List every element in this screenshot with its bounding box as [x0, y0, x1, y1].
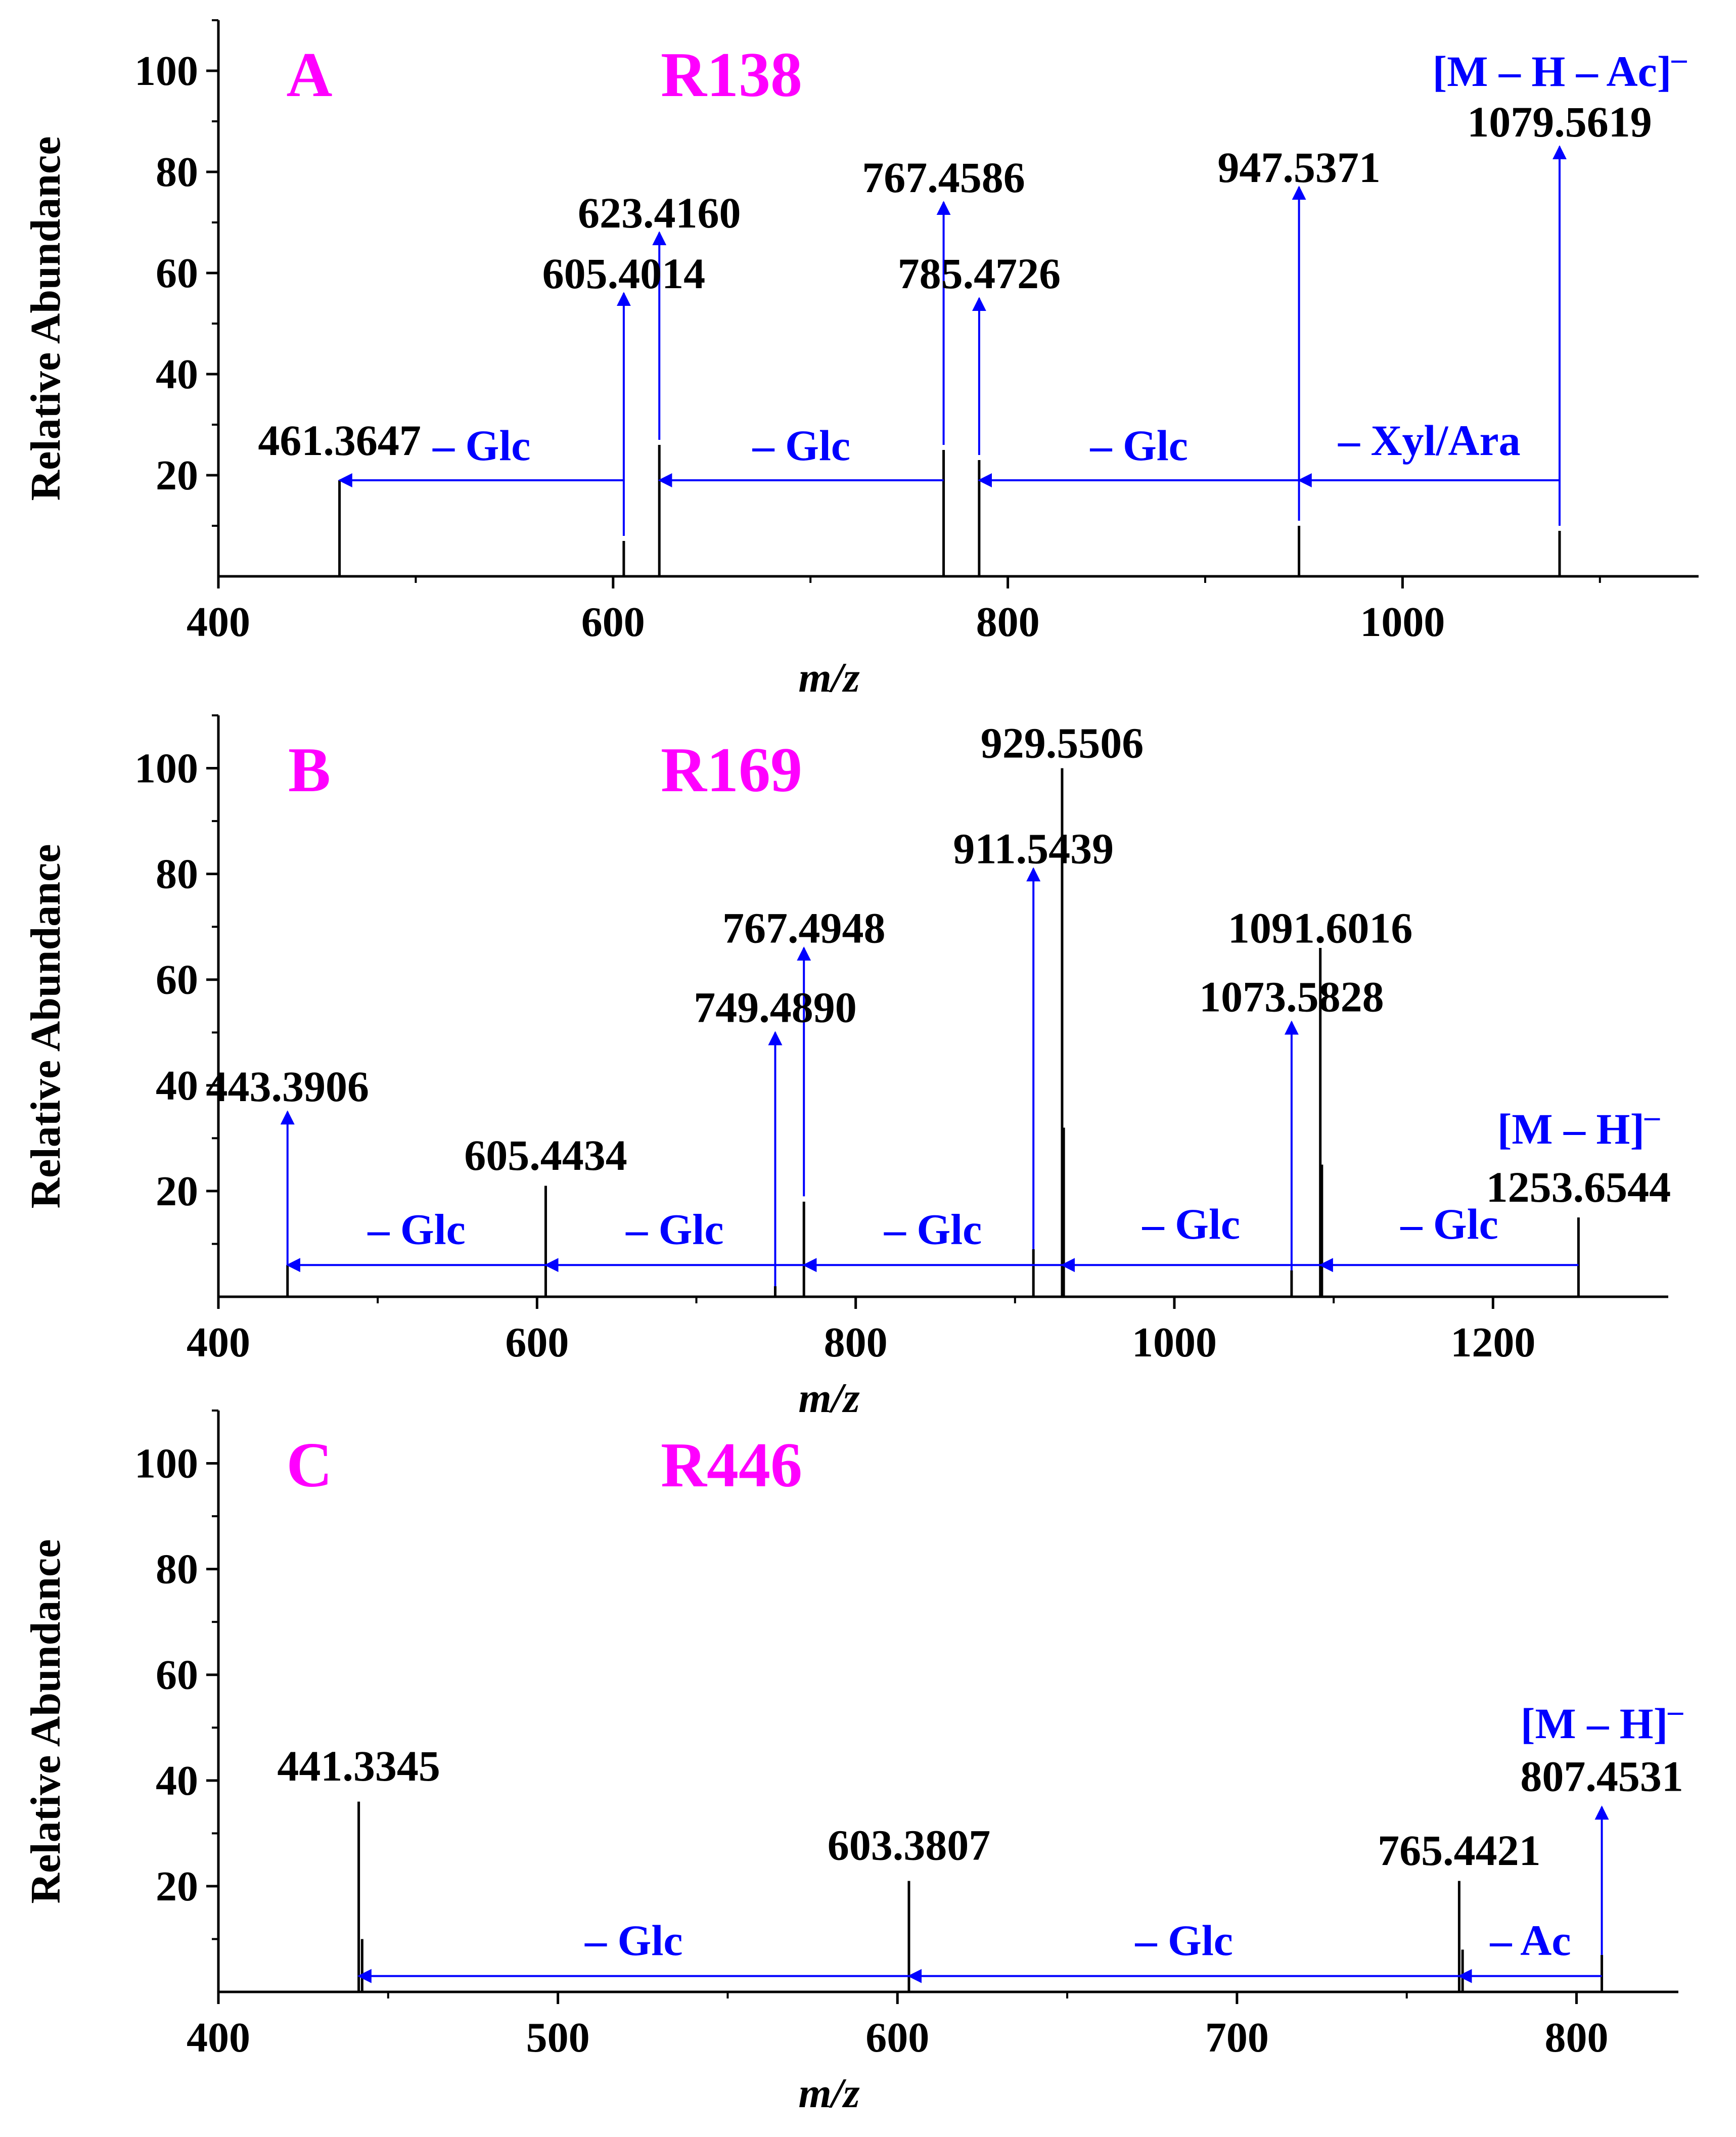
loss-label: – Glc — [625, 1205, 723, 1253]
x-tick-label: 800 — [976, 599, 1040, 646]
peak-label-749.4890: 749.4890 — [694, 983, 857, 1031]
y-tick-label: 40 — [156, 1757, 198, 1804]
peak-label-767.4586: 767.4586 — [862, 153, 1025, 202]
precursor-label: [M – H – Ac]– — [1433, 42, 1687, 96]
peak-label-603.3807: 603.3807 — [828, 1821, 991, 1870]
y-tick-label: 80 — [156, 149, 198, 196]
loss-label: – Glc — [432, 421, 530, 470]
compound-title: R169 — [661, 735, 802, 805]
panel-letter: B — [288, 735, 331, 805]
y-axis-title: Relative Abundance — [22, 136, 69, 501]
peak-label-785.4726: 785.4726 — [898, 249, 1061, 298]
loss-label: – Glc — [367, 1205, 465, 1253]
loss-label: – Ac — [1489, 1916, 1571, 1965]
x-axis-title: m/z — [798, 1375, 860, 1422]
peak-label-461.3647: 461.3647 — [258, 416, 421, 465]
x-tick-label: 1000 — [1360, 599, 1445, 646]
y-tick-label: 40 — [156, 351, 198, 398]
y-tick-label: 20 — [156, 1863, 198, 1910]
x-tick-label: 800 — [1545, 2014, 1609, 2061]
y-axis-title: Relative Abundance — [22, 1539, 69, 1903]
panel-letter: A — [287, 40, 333, 110]
y-axis-title: Relative Abundance — [22, 844, 69, 1208]
y-tick-label: 80 — [156, 851, 198, 898]
loss-label: – Glc — [1142, 1200, 1240, 1248]
peak-label-1073.5828: 1073.5828 — [1199, 972, 1384, 1021]
x-tick-label: 700 — [1205, 2014, 1269, 2061]
peak-label-1091.6016: 1091.6016 — [1228, 904, 1413, 952]
x-tick-label: 800 — [824, 1319, 888, 1366]
peak-label-765.4421: 765.4421 — [1378, 1826, 1541, 1875]
peak-label-441.3345: 441.3345 — [277, 1742, 440, 1790]
x-axis-title: m/z — [798, 654, 860, 701]
compound-title: R446 — [661, 1430, 802, 1501]
x-tick-label: 1200 — [1450, 1319, 1535, 1366]
loss-label: – Glc — [752, 421, 850, 470]
x-tick-label: 500 — [526, 2014, 590, 2061]
y-tick-label: 100 — [134, 1440, 198, 1487]
y-tick-label: 60 — [156, 1652, 198, 1699]
loss-label: – Xyl/Ara — [1338, 416, 1521, 465]
panel-c: 20 40 60 80 100 400 500 600 700 800 m/z Relative Ab… — [22, 1409, 1683, 2117]
panel-b: 20 40 60 80 100 400 600 800 1000 1200 m/z Relative … — [22, 714, 1671, 1422]
peak-label-947.5371: 947.5371 — [1217, 143, 1381, 192]
x-tick-label: 600 — [865, 2014, 929, 2061]
precursor-label: [M – H]– — [1497, 1100, 1660, 1153]
peak-label-443.3906: 443.3906 — [206, 1062, 370, 1111]
peak-label-767.4948: 767.4948 — [722, 904, 886, 952]
peak-label-911.5439: 911.5439 — [953, 825, 1114, 873]
y-tick-label: 60 — [156, 957, 198, 1004]
peak-label-1079.5619: 1079.5619 — [1467, 98, 1652, 146]
y-tick-label: 40 — [156, 1062, 198, 1109]
y-tick-label: 60 — [156, 250, 198, 297]
peak-label-1253.6544: 1253.6544 — [1486, 1163, 1671, 1211]
peak-label-605.4434: 605.4434 — [464, 1131, 627, 1179]
loss-label: – Glc — [884, 1205, 982, 1253]
y-tick-label: 100 — [134, 48, 198, 95]
precursor-label: [M – H]– — [1521, 1694, 1683, 1748]
y-tick-label: 100 — [134, 745, 198, 792]
y-tick-label: 20 — [156, 1168, 198, 1215]
loss-label: – Glc — [584, 1916, 682, 1965]
peak-label-605.4014: 605.4014 — [542, 249, 706, 298]
y-tick-label: 80 — [156, 1546, 198, 1593]
x-axis-title: m/z — [798, 2070, 860, 2117]
compound-title: R138 — [661, 40, 802, 110]
loss-label: – Glc — [1400, 1200, 1498, 1248]
x-tick-label: 400 — [187, 2014, 250, 2061]
x-tick-label: 1000 — [1132, 1319, 1217, 1366]
panel-letter: C — [287, 1430, 333, 1501]
x-tick-label: 400 — [187, 599, 250, 646]
peak-label-623.4160: 623.4160 — [578, 189, 741, 237]
x-tick-label: 600 — [505, 1319, 569, 1366]
loss-label: – Glc — [1090, 421, 1188, 470]
x-tick-label: 600 — [581, 599, 645, 646]
peak-label-807.4531: 807.4531 — [1520, 1752, 1683, 1801]
panel-a: 20 40 60 80 100 400 600 800 1000 m/z Relative Abun… — [22, 19, 1699, 701]
y-tick-label: 20 — [156, 452, 198, 499]
loss-label: – Glc — [1134, 1916, 1232, 1965]
peak-label-929.5506: 929.5506 — [981, 719, 1144, 767]
x-tick-label: 400 — [187, 1319, 250, 1366]
